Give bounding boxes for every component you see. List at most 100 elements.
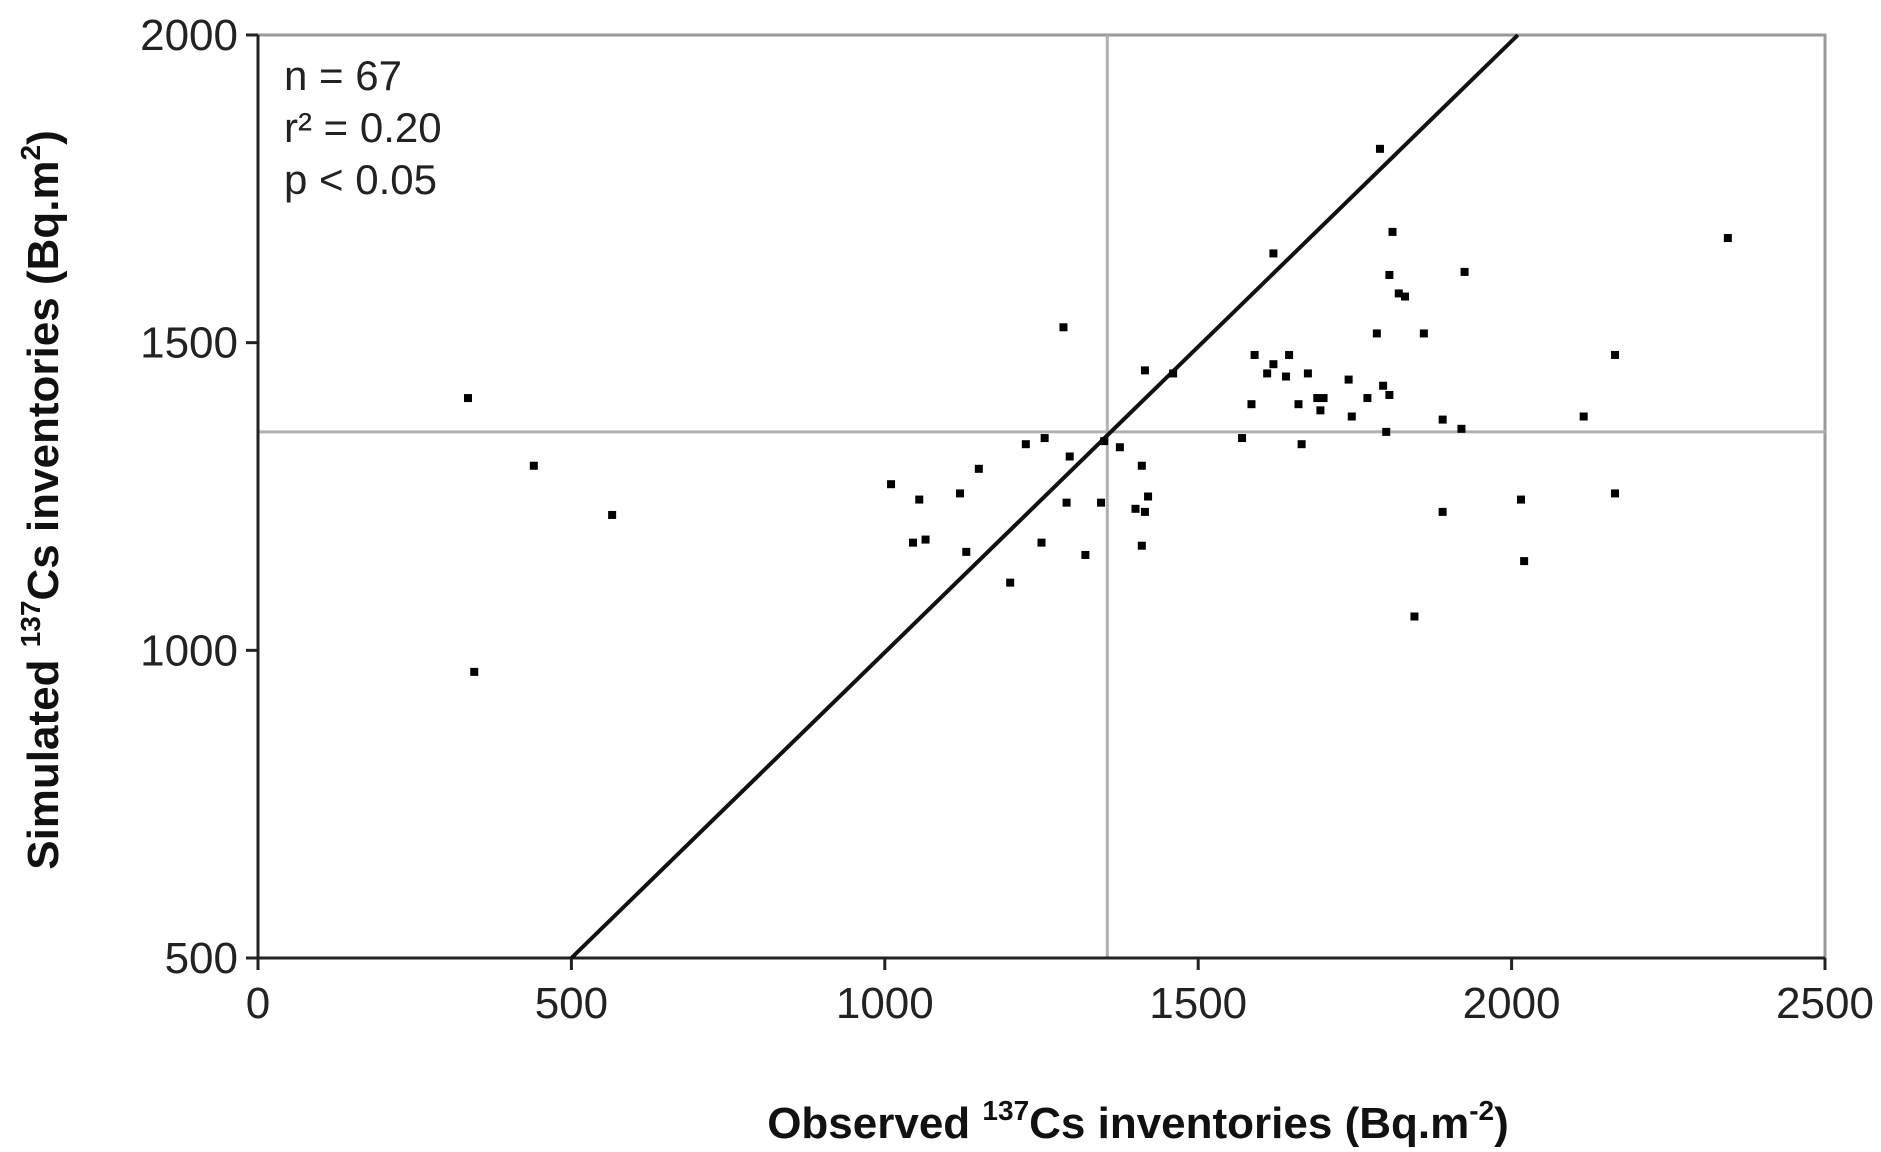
- identity-line: [570, 33, 1520, 960]
- data-point: [1388, 227, 1397, 236]
- data-point: [1347, 412, 1356, 421]
- x-tick-label: 1500: [1149, 979, 1247, 1028]
- data-point: [1401, 292, 1410, 301]
- data-point: [1723, 234, 1732, 243]
- data-point: [974, 464, 983, 473]
- y-tick-label: 1000: [140, 626, 238, 675]
- y-axis-title-sup2: 2: [15, 145, 46, 161]
- x-axis-title-mid: Cs inventories (Bq.m: [1029, 1099, 1469, 1148]
- data-point: [1100, 437, 1109, 446]
- y-tick-label: 500: [165, 934, 238, 983]
- stat-line: r² = 0.20: [284, 104, 442, 151]
- data-point: [1419, 329, 1428, 338]
- data-point: [1006, 578, 1015, 587]
- reference-lines: [258, 35, 1825, 958]
- data-point: [1137, 461, 1146, 470]
- data-point: [1379, 381, 1388, 390]
- y-axis-title-sup: 137: [15, 601, 46, 648]
- data-point: [1097, 498, 1106, 507]
- data-point: [1140, 507, 1149, 516]
- data-point: [1375, 144, 1384, 153]
- data-point: [529, 461, 538, 470]
- data-point: [1363, 394, 1372, 403]
- data-point: [1040, 434, 1049, 443]
- data-point: [962, 547, 971, 556]
- data-point: [1021, 440, 1030, 449]
- x-tick-label: 500: [535, 979, 608, 1028]
- data-point: [1611, 489, 1620, 498]
- x-tick-label: 1000: [836, 979, 934, 1028]
- x-axis-title-sup2: -2: [1469, 1095, 1494, 1126]
- plot-area: [256, 33, 1827, 960]
- data-point: [1297, 440, 1306, 449]
- data-point: [1281, 372, 1290, 381]
- data-point: [1059, 323, 1068, 332]
- data-point: [909, 538, 918, 547]
- data-point: [1081, 550, 1090, 559]
- data-point: [1247, 400, 1256, 409]
- data-point: [1263, 369, 1272, 378]
- data-point: [921, 535, 930, 544]
- x-axis-title-post: ): [1494, 1099, 1509, 1148]
- data-point: [1269, 249, 1278, 258]
- x-axis-title-pre: Observed: [767, 1099, 982, 1148]
- data-point: [887, 480, 896, 489]
- data-point: [1382, 427, 1391, 436]
- data-point: [1410, 612, 1419, 621]
- stats-box: n = 67 r² = 0.20 p < 0.05: [284, 52, 442, 203]
- data-point: [1517, 495, 1526, 504]
- data-point: [1250, 350, 1259, 359]
- data-point: [1385, 390, 1394, 399]
- data-point: [1438, 415, 1447, 424]
- stat-line: n = 67: [284, 52, 402, 99]
- data-point: [1460, 267, 1469, 276]
- data-point: [1372, 329, 1381, 338]
- data-point: [1316, 406, 1325, 415]
- y-axis-title-mid: Cs inventories (Bq.m: [19, 160, 68, 600]
- data-point: [1394, 289, 1403, 298]
- data-point: [1611, 350, 1620, 359]
- data-point: [1065, 452, 1074, 461]
- y-axis-title-pre: Simulated: [19, 647, 68, 870]
- data-point: [463, 394, 472, 403]
- data-point: [1313, 394, 1322, 403]
- data-point: [608, 510, 617, 519]
- stat-line: p < 0.05: [284, 156, 437, 203]
- data-point: [1319, 394, 1328, 403]
- data-point: [1137, 541, 1146, 550]
- data-point: [1520, 557, 1529, 566]
- x-tick-label: 2500: [1776, 979, 1874, 1028]
- data-point: [470, 667, 479, 676]
- data-point: [1062, 498, 1071, 507]
- x-axis-title: Observed 137Cs inventories (Bq.m-2): [767, 1095, 1509, 1148]
- x-axis-title-sup: 137: [982, 1095, 1029, 1126]
- data-point: [1385, 270, 1394, 279]
- x-tick-label: 2000: [1463, 979, 1561, 1028]
- data-point: [1144, 492, 1153, 501]
- y-tick-label: 1500: [140, 319, 238, 368]
- data-point: [1457, 424, 1466, 433]
- data-point: [1303, 369, 1312, 378]
- data-point: [1169, 369, 1178, 378]
- data-point: [1344, 375, 1353, 384]
- x-tick-label: 0: [246, 979, 270, 1028]
- data-point: [915, 495, 924, 504]
- data-point: [1269, 360, 1278, 369]
- data-point: [956, 489, 965, 498]
- data-point: [1238, 434, 1247, 443]
- y-axis-title-post: ): [19, 130, 68, 145]
- y-axis-title: Simulated 137Cs inventories (Bq.m2): [15, 130, 68, 870]
- data-point: [1579, 412, 1588, 421]
- data-point: [1438, 507, 1447, 516]
- axes: [256, 35, 1825, 960]
- data-point: [1037, 538, 1046, 547]
- data-points: [463, 144, 1732, 676]
- data-point: [1285, 350, 1294, 359]
- data-point: [1131, 504, 1140, 513]
- data-point: [1294, 400, 1303, 409]
- data-point: [1115, 443, 1124, 452]
- data-point: [1140, 366, 1149, 375]
- y-tick-label: 2000: [140, 11, 238, 60]
